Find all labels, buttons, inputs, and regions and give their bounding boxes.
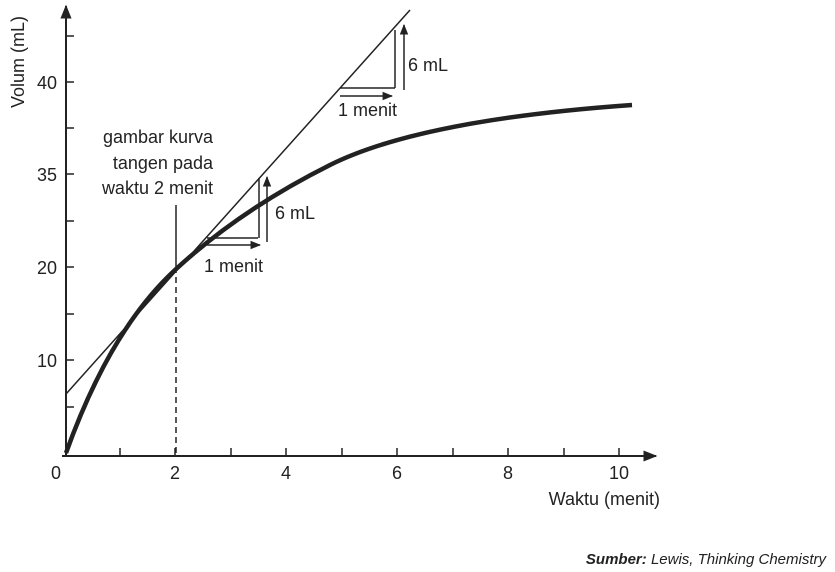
x-tick-label: 6: [392, 463, 402, 483]
x-tick-label: 10: [609, 463, 629, 483]
y-tick-label: 20: [37, 258, 57, 278]
x-tick-label: 0: [51, 463, 61, 483]
x-tick-label: 2: [170, 463, 180, 483]
y-tick-label: 35: [37, 165, 57, 185]
source-text: Lewis, Thinking Chemistry: [651, 551, 828, 568]
rise-label: 6 mL: [275, 203, 315, 223]
y-tick-label: 10: [37, 351, 57, 371]
x-tick-label: 4: [281, 463, 291, 483]
x-tick-label: 8: [503, 463, 513, 483]
source: Sumber: Lewis, Thinking Chemistry: [586, 551, 828, 568]
note-line: tangen pada: [113, 153, 214, 173]
x-tick-labels: 0 2 4 6 8 10: [51, 463, 629, 483]
steps: [207, 23, 409, 250]
run-label: 1 menit: [338, 100, 397, 120]
tangent: [65, 9, 411, 395]
y-tick-labels: 10 20 35 40: [37, 73, 57, 371]
rise-label: 6 mL: [408, 55, 448, 75]
run-label: 1 menit: [204, 256, 263, 276]
axes: [60, 4, 658, 462]
x-axis-label: Waktu (menit): [549, 489, 660, 509]
note: gambar kurva tangen pada waktu 2 menit: [101, 127, 214, 198]
note-line: waktu 2 menit: [101, 178, 213, 198]
y-axis-label: Volum (mL): [8, 16, 28, 108]
note-line: gambar kurva: [103, 127, 214, 147]
curve: [63, 102, 633, 454]
source-prefix: Sumber:: [586, 551, 647, 568]
y-tick-label: 40: [37, 73, 57, 93]
